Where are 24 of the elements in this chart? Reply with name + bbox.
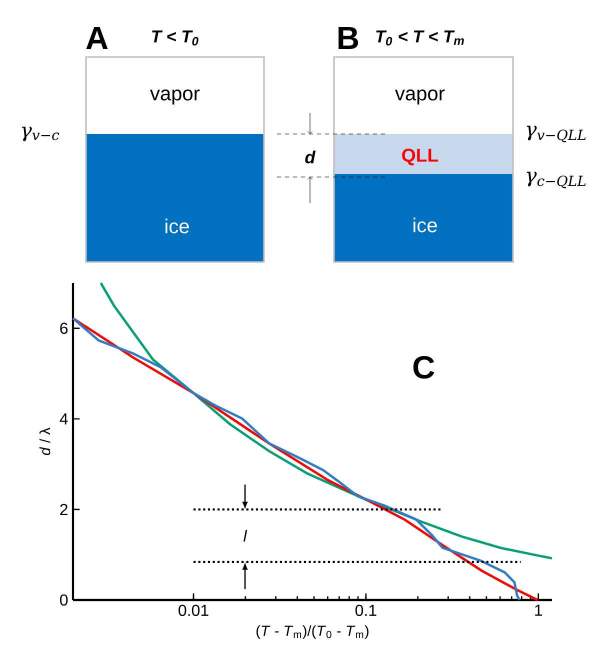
y-axis-title: d / λ [39, 428, 50, 456]
x-tick-label: 0.1 [355, 604, 376, 616]
y-tick-label: 4 [60, 413, 68, 424]
x-tick-label: 0.01 [178, 604, 208, 616]
text: T$_{0}$ < T < T$_{m}$ [376, 30, 464, 46]
text: ice [166, 218, 189, 234]
text: d [305, 150, 316, 164]
text: (T - T$_{m}$)/(T$_{0}$ - T$_{m}$) [256, 625, 368, 639]
text: γ$_{c−QLL}$ [526, 172, 586, 188]
text: T < T$_{0}$ [152, 30, 198, 46]
text: B [338, 26, 358, 50]
text: vapor [150, 90, 200, 104]
text: A [86, 26, 108, 50]
y-tick-label: 6 [60, 322, 68, 334]
x-tick-label: 1 [535, 604, 542, 616]
annotation: l [244, 530, 248, 542]
text: γ$_{v−QLL}$ [526, 126, 586, 142]
text: γ$_{v−c}$ [22, 126, 60, 142]
text: ice [414, 218, 437, 232]
text: vapor [395, 90, 445, 104]
y-tick-label: 2 [60, 504, 68, 516]
text: QLL [402, 148, 438, 166]
text: C [413, 356, 434, 379]
y-tick-label: 0 [60, 594, 68, 606]
